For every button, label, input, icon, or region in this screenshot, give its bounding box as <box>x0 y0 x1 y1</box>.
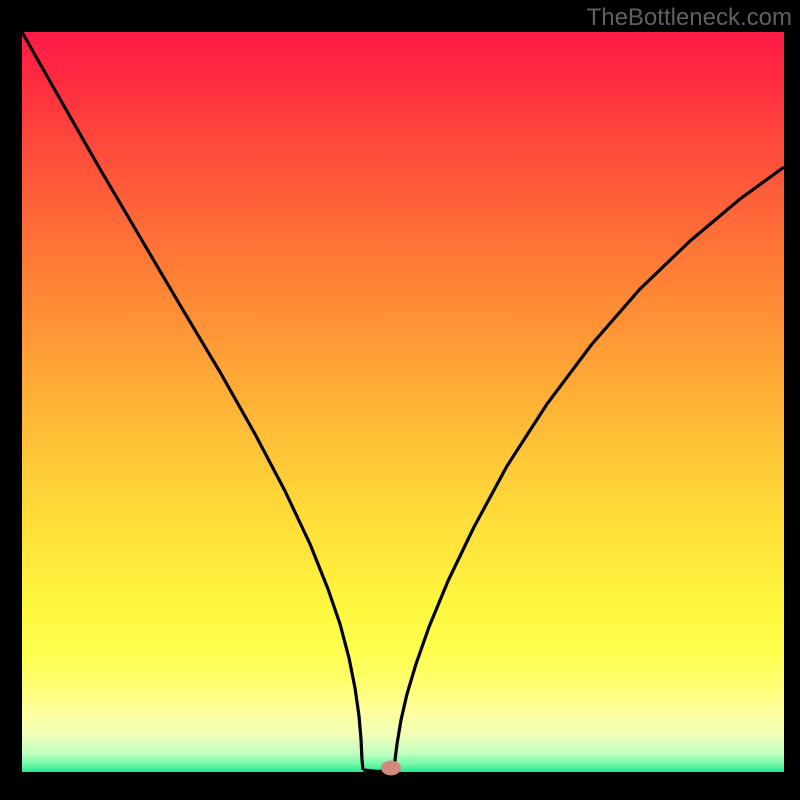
bottleneck-curve <box>0 0 800 800</box>
optimum-marker <box>381 761 401 776</box>
watermark-text: TheBottleneck.com <box>587 4 792 32</box>
chart-container: { "watermark": "TheBottleneck.com", "can… <box>0 0 800 800</box>
